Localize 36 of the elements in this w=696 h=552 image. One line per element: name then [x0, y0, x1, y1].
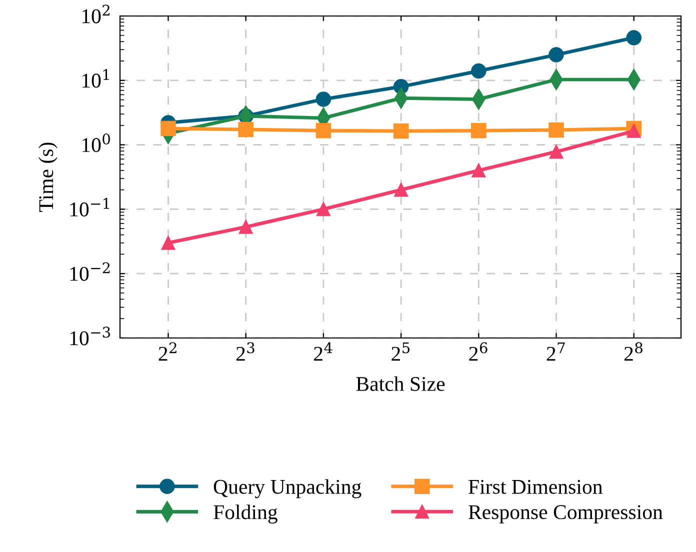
- x-axis-title: Batch Size: [356, 376, 445, 391]
- point: [549, 144, 564, 159]
- point: [472, 163, 486, 178]
- point: [394, 182, 408, 197]
- point: [160, 120, 176, 136]
- point: [548, 47, 564, 62]
- y-tick-label: 10$^{−2}$: [70, 262, 110, 281]
- x-tick-label: 2$^{7}$: [546, 342, 565, 361]
- legend-label: Response Compression: [468, 505, 663, 524]
- y-axis-title: Time (s): [38, 142, 58, 212]
- x-tick-label: 2$^{6}$: [469, 342, 488, 361]
- point: [548, 122, 564, 138]
- y-tick-label: 10$^{1}$: [82, 69, 109, 88]
- point: [393, 123, 409, 139]
- point: [238, 122, 254, 138]
- x-tick-label: 2$^{2}$: [158, 342, 176, 361]
- y-tick-label: 10$^{2}$: [82, 4, 110, 24]
- x-tick-label: 2$^{8}$: [624, 342, 642, 361]
- x-tick-label: 2$^{5}$: [392, 342, 410, 361]
- x-tick-label: 2$^{4}$: [314, 342, 332, 361]
- legend-label: Folding: [214, 504, 278, 524]
- point: [316, 122, 332, 138]
- x-tick-label: 2$^{3}$: [236, 342, 254, 361]
- point: [626, 30, 642, 46]
- point: [316, 92, 332, 107]
- y-tick-label: 10$^{−3}$: [70, 326, 110, 346]
- point: [471, 122, 486, 138]
- legend-label: Query Unpacking: [214, 479, 362, 498]
- point: [316, 202, 330, 216]
- point: [161, 236, 176, 250]
- point: [471, 63, 486, 79]
- y-tick-label: 10$^{0}$: [82, 133, 110, 152]
- point: [626, 124, 641, 138]
- legend-label: First Dimension: [468, 480, 602, 494]
- point: [238, 220, 253, 234]
- y-tick-label: 10$^{−1}$: [70, 198, 109, 216]
